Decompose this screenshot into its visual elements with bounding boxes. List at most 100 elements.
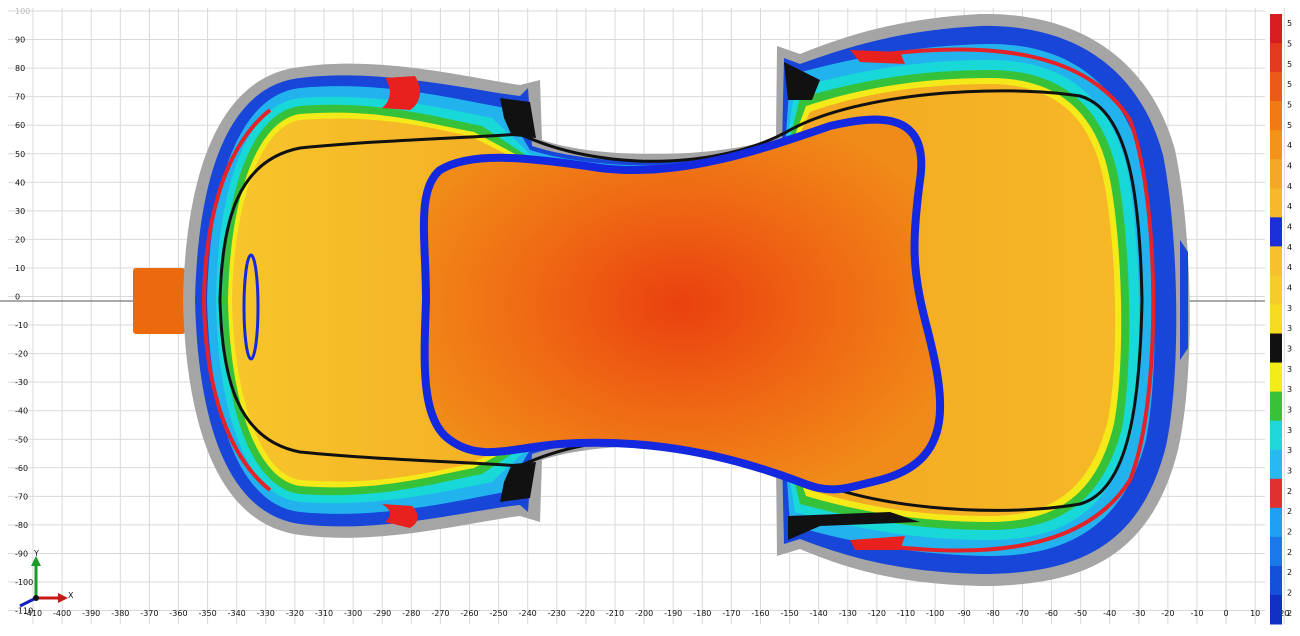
legend-swatch bbox=[1270, 304, 1282, 335]
legend-swatch bbox=[1270, 449, 1282, 480]
x-tick-label: -230 bbox=[548, 609, 566, 618]
x-tick-label: -200 bbox=[635, 609, 653, 618]
y-tick-label: -30 bbox=[15, 378, 28, 387]
x-tick-label: -190 bbox=[664, 609, 682, 618]
legend-label: 5 bbox=[1287, 40, 1292, 49]
x-tick-label: -50 bbox=[1074, 609, 1087, 618]
legend-label: 3 bbox=[1287, 406, 1292, 415]
y-tick-label: -10 bbox=[15, 321, 28, 330]
x-tick-label: -320 bbox=[286, 609, 304, 618]
black-patch-lr bbox=[788, 512, 920, 540]
x-tick-label: -250 bbox=[490, 609, 508, 618]
end-block bbox=[133, 268, 185, 334]
y-tick-label: -20 bbox=[15, 350, 28, 359]
x-axis-ticks: -410 -400 -390 -380 -370 -360 -350 -340 -330 -320… bbox=[24, 609, 1289, 618]
x-tick-label: -260 bbox=[460, 609, 478, 618]
legend-swatch bbox=[1270, 188, 1282, 218]
y-tick-label: -40 bbox=[15, 407, 28, 416]
legend-label: 5 bbox=[1287, 121, 1292, 130]
legend-label: 4 bbox=[1287, 284, 1292, 293]
legend-label: 4 bbox=[1287, 223, 1292, 232]
x-tick-label: -280 bbox=[402, 609, 420, 618]
blue-contour-inner bbox=[419, 115, 945, 494]
violin-plate-contour-map bbox=[183, 13, 1190, 586]
legend-swatch bbox=[1270, 362, 1282, 393]
x-tick-label: -210 bbox=[606, 609, 624, 618]
x-tick-label: -30 bbox=[1132, 609, 1145, 618]
y-tick-label: 10 bbox=[15, 264, 25, 273]
x-tick-label: -100 bbox=[926, 609, 944, 618]
legend-label: 2 bbox=[1287, 528, 1292, 537]
legend-swatch bbox=[1270, 391, 1282, 422]
legend-label: 2 bbox=[1287, 568, 1292, 577]
legend-label: 5 bbox=[1287, 60, 1292, 69]
legend-label: 4 bbox=[1287, 162, 1292, 171]
x-tick-label: -40 bbox=[1103, 609, 1116, 618]
x-tick-label: -90 bbox=[958, 609, 971, 618]
y-tick-label: 50 bbox=[15, 150, 25, 159]
red-patch-upper-right bbox=[850, 50, 905, 64]
y-tick-label: 30 bbox=[15, 207, 25, 216]
x-tick-label: -270 bbox=[431, 609, 449, 618]
x-tick-label: -240 bbox=[519, 609, 537, 618]
x-tick-label: -410 bbox=[24, 609, 42, 618]
legend-swatch bbox=[1270, 594, 1282, 625]
red-patch-lower-right bbox=[850, 536, 905, 550]
x-tick-label: -130 bbox=[839, 609, 857, 618]
legend-swatch bbox=[1270, 217, 1282, 247]
x-tick-label: 0 bbox=[1224, 609, 1229, 618]
legend-swatch bbox=[1270, 130, 1282, 160]
axis-triad-y-label: Y bbox=[33, 549, 39, 558]
legend-label: 4 bbox=[1287, 263, 1292, 272]
y-tick-label: 100 bbox=[15, 7, 30, 16]
x-tick-label: -330 bbox=[257, 609, 275, 618]
legend-label: 4 bbox=[1287, 202, 1292, 211]
x-tick-label: -80 bbox=[987, 609, 1000, 618]
x-tick-label: -400 bbox=[53, 609, 71, 618]
legend-swatch bbox=[1270, 43, 1282, 73]
legend-label: 2 bbox=[1287, 609, 1292, 618]
y-tick-label: -60 bbox=[15, 464, 28, 473]
x-tick-label: -160 bbox=[751, 609, 769, 618]
black-contour bbox=[218, 89, 1144, 512]
center-field bbox=[423, 119, 941, 490]
x-tick-label: -370 bbox=[140, 609, 158, 618]
y-tick-label: 90 bbox=[15, 36, 25, 45]
legend-label: 3 bbox=[1287, 467, 1292, 476]
y-tick-label: 60 bbox=[15, 121, 25, 130]
legend-swatch bbox=[1270, 159, 1282, 189]
red-contour-left bbox=[201, 108, 272, 492]
y-axis-ticks: 1009080706050403020100-10-20-30-40-50-60… bbox=[15, 7, 33, 616]
x-tick-label: -70 bbox=[1016, 609, 1029, 618]
x-tick-label: -360 bbox=[169, 609, 187, 618]
legend-label: 3 bbox=[1287, 365, 1292, 374]
y-tick-label: -50 bbox=[15, 435, 28, 444]
red-contour-right bbox=[869, 47, 1156, 553]
x-tick-label: -10 bbox=[1190, 609, 1203, 618]
legend-label: 2 bbox=[1287, 589, 1292, 598]
red-patch-upper-left bbox=[382, 76, 421, 110]
x-tick-label: 20 bbox=[1279, 609, 1289, 618]
y-tick-label: 0 bbox=[15, 293, 20, 302]
legend-swatch bbox=[1270, 478, 1282, 509]
x-tick-label: -20 bbox=[1161, 609, 1174, 618]
legend-swatch bbox=[1270, 507, 1282, 538]
y-tick-label: -90 bbox=[15, 549, 28, 558]
color-legend: 5 5 5 5 5 5 4 4 4 4 4 4 4 4 3 3 3 3 3 3 3 3 3 2 2 2 2 2 2 2 bbox=[1270, 14, 1292, 625]
x-tick-label: -180 bbox=[693, 609, 711, 618]
y-tick-label: 70 bbox=[15, 93, 25, 102]
legend-swatch bbox=[1270, 246, 1282, 276]
x-tick-label: -60 bbox=[1045, 609, 1058, 618]
x-tick-label: 10 bbox=[1250, 609, 1260, 618]
y-tick-label: -80 bbox=[15, 521, 28, 530]
legend-label: 3 bbox=[1287, 385, 1292, 394]
x-tick-label: -120 bbox=[868, 609, 886, 618]
axis-triad: X Y bbox=[19, 549, 74, 608]
y-tick-label: 20 bbox=[15, 235, 25, 244]
x-tick-label: -110 bbox=[897, 609, 915, 618]
x-tick-label: -300 bbox=[344, 609, 362, 618]
legend-label: 5 bbox=[1287, 80, 1292, 89]
x-tick-label: -390 bbox=[82, 609, 100, 618]
legend-swatch bbox=[1270, 72, 1282, 102]
